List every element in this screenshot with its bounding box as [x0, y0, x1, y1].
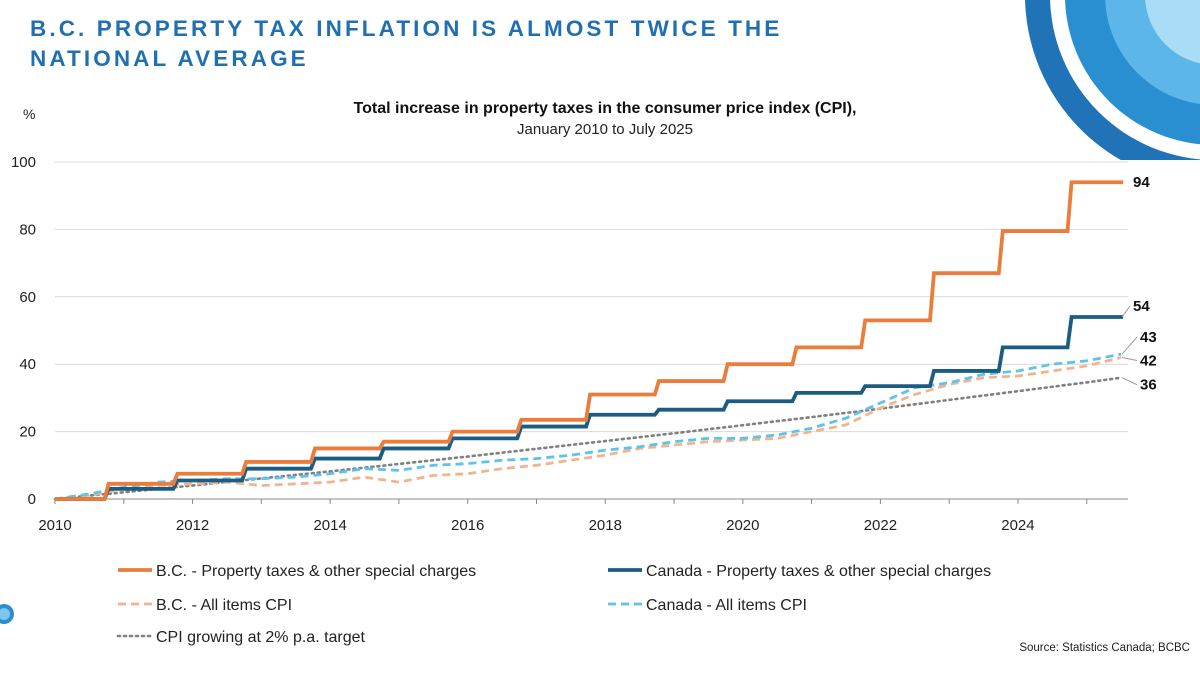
x-tick-label: 2018 — [589, 517, 622, 534]
legend-label: Canada - All items CPI — [646, 597, 807, 614]
legend-label: B.C. - Property taxes & other special ch… — [156, 563, 476, 580]
series-end-label: 43 — [1140, 329, 1157, 346]
y-tick-label: 0 — [28, 491, 36, 508]
y-tick-label: 20 — [19, 424, 36, 441]
legend-label: B.C. - All items CPI — [156, 597, 292, 614]
x-tick-label: 2012 — [176, 517, 209, 534]
series-line — [53, 376, 1123, 501]
source-note: Source: Statistics Canada; BCBC — [1019, 642, 1190, 654]
series-end-label: 54 — [1133, 298, 1150, 315]
label-leader-line — [1121, 377, 1138, 386]
y-tick-label: 100 — [11, 154, 36, 171]
series-line — [54, 356, 1122, 501]
chart-subtitle: January 2010 to July 2025 — [517, 121, 693, 138]
y-tick-label: 80 — [19, 221, 36, 238]
series-end-label: 94 — [1133, 174, 1150, 191]
series-end-label: 42 — [1140, 352, 1157, 369]
series-line — [55, 315, 1124, 501]
legend-label: Canada - Property taxes & other special … — [646, 563, 991, 580]
chart-title: Total increase in property taxes in the … — [353, 100, 857, 117]
decorative-arc-graphic — [1025, 0, 1200, 160]
x-tick-label: 2010 — [38, 517, 71, 534]
x-tick-label: 2020 — [726, 517, 759, 534]
x-tick-label: 2016 — [451, 517, 484, 534]
x-tick-label: 2014 — [313, 517, 346, 534]
series-line — [54, 352, 1122, 501]
x-tick-label: 2022 — [864, 517, 897, 534]
label-leader-line — [1122, 356, 1138, 361]
label-leader-line — [1121, 336, 1138, 355]
series-end-label: 36 — [1140, 377, 1157, 394]
label-leader-line — [1121, 305, 1131, 318]
bcbc-logo — [0, 604, 14, 624]
series-line — [55, 180, 1124, 501]
y-tick-label: 60 — [19, 289, 36, 306]
y-tick-label: 40 — [19, 356, 36, 373]
x-tick-label: 2024 — [1001, 517, 1034, 534]
headline: B.C. PROPERTY TAX INFLATION IS ALMOST TW… — [30, 16, 783, 71]
y-axis-label: % — [23, 106, 35, 122]
legend-label: CPI growing at 2% p.a. target — [156, 629, 366, 646]
